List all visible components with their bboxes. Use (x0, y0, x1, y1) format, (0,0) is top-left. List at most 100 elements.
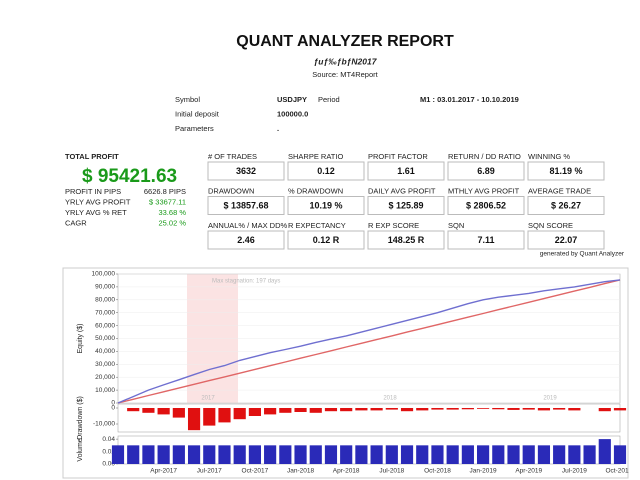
metric-box (287, 230, 365, 250)
drawdown-bar (400, 408, 414, 412)
drawdown-bar (233, 408, 246, 420)
info-value: USDJPY (277, 95, 307, 104)
drawdown-bar (507, 408, 520, 410)
x-tick-label: Apr-2018 (333, 468, 360, 475)
report-source: Source: MT4Report (312, 70, 378, 79)
volume-bar (294, 445, 307, 464)
volume-bar (309, 445, 322, 464)
volume-bar (400, 445, 414, 464)
metric-box (367, 161, 445, 181)
metric-value: 0.12 (317, 166, 335, 176)
volume-bar (385, 445, 398, 464)
x-tick-label: Oct-201 (605, 468, 629, 475)
x-tick-label: Jul-2017 (197, 468, 222, 475)
drawdown-bar (264, 408, 277, 415)
x-tick-label: Jul-2018 (379, 468, 404, 475)
metric-value: $ 2806.52 (466, 200, 506, 210)
info-label: Symbol (175, 95, 200, 104)
drawdown-bar (340, 408, 353, 412)
drawdown-bar (461, 408, 474, 410)
equity-line (117, 279, 621, 404)
drawdown-bar (477, 408, 490, 409)
volume-bar (248, 445, 261, 464)
volume-bar (598, 439, 611, 464)
summary-label: CAGR (65, 218, 87, 227)
annotation: 2019 (543, 396, 557, 402)
volume-bar (111, 445, 125, 464)
drawdown-bar (309, 408, 322, 413)
period-label: Period (318, 95, 340, 104)
x-tick-label: Apr-2017 (150, 468, 177, 475)
drawdown-bar (385, 408, 398, 410)
summary-label: PROFIT IN PIPS (65, 187, 121, 196)
metric-box (527, 161, 605, 181)
metric-value: 148.25 R (388, 235, 425, 245)
annotation: 2017 (201, 396, 215, 402)
drawdown-bar (416, 408, 429, 411)
metric-label: RETURN / DD RATIO (448, 152, 521, 161)
metric-value: 0.12 R (313, 235, 340, 245)
metric-value: $ 26.27 (551, 200, 581, 210)
metric-box (527, 196, 605, 215)
summary-value: 6626.8 PIPS (144, 187, 186, 196)
y-axis-label: Volume (77, 438, 84, 461)
drawdown-bar (203, 408, 216, 426)
drawdown-bar (355, 408, 368, 411)
drawdown-bar (218, 408, 231, 423)
volume-bar (492, 445, 505, 464)
volume-bar (203, 445, 216, 464)
volume-bar (522, 445, 535, 464)
drawdown-bar (157, 408, 170, 415)
metric-label: DAILY AVG PROFIT (368, 186, 436, 195)
metric-label: R EXP SCORE (368, 221, 419, 230)
x-tick-label: Jan-2019 (470, 468, 497, 475)
volume-bar (157, 445, 170, 464)
period-value: M1 : 03.01.2017 - 10.10.2019 (420, 95, 519, 104)
summary-value: 33.68 % (158, 208, 186, 217)
metric-label: SQN (448, 221, 464, 230)
metric-label: # OF TRADES (208, 152, 257, 161)
y-tick-label: 20,000 (95, 374, 115, 381)
metric-label: DRAWDOWN (208, 186, 254, 195)
metric-value: $ 13857.68 (223, 200, 268, 210)
drawdown-bar (446, 408, 459, 410)
summary-label: YRLY AVG PROFIT (65, 197, 131, 206)
metric-box (207, 161, 285, 181)
metric-label: PROFIT FACTOR (368, 152, 428, 161)
volume-bar (568, 445, 581, 464)
y-tick-label: 0 (111, 405, 115, 412)
volume-bar (583, 445, 596, 464)
y-tick-label: 0.02 (102, 448, 115, 455)
report-title: QUANT ANALYZER REPORT (236, 33, 454, 50)
volume-bar (233, 445, 246, 464)
drawdown-bar (613, 408, 627, 411)
metric-label: AVERAGE TRADE (528, 186, 591, 195)
metric-label: SHARPE RATIO (288, 152, 343, 161)
annotation: Max stagnation: 197 days (212, 279, 280, 285)
metric-value: 10.19 % (309, 200, 342, 210)
info-label: Parameters (175, 124, 214, 133)
info-value: 100000.0 (277, 109, 308, 118)
drawdown-bar (142, 408, 155, 413)
drawdown-bar (248, 408, 261, 416)
volume-bar (324, 445, 338, 464)
metric-box (527, 230, 605, 250)
volume-bar (431, 445, 444, 464)
y-tick-label: 70,000 (95, 309, 115, 316)
volume-bar (446, 445, 459, 464)
info-value: . (277, 124, 279, 133)
drawdown-bar (553, 408, 566, 410)
y-tick-label: 30,000 (95, 361, 115, 368)
x-tick-label: Oct-2017 (242, 468, 269, 475)
volume-bar (507, 445, 520, 464)
x-tick-label: Apr-2019 (515, 468, 542, 475)
metric-box (207, 230, 285, 250)
equity-line (117, 279, 621, 404)
metric-label: MTHLY AVG PROFIT (448, 186, 520, 195)
y-tick-label: 0.04 (102, 436, 115, 443)
volume-bar (340, 445, 353, 464)
metric-box (207, 196, 285, 215)
x-tick-label: Jan-2018 (287, 468, 314, 475)
info-label: Initial deposit (175, 109, 220, 118)
metric-box (447, 230, 525, 250)
